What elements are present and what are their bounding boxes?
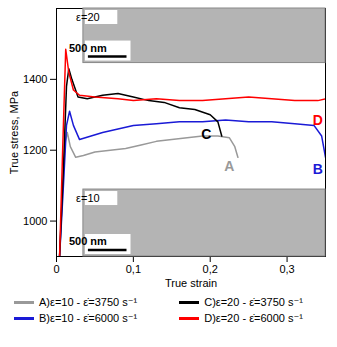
svg-text:True strain: True strain	[165, 277, 217, 289]
svg-text:1200: 1200	[23, 144, 47, 156]
svg-text:0,2: 0,2	[203, 263, 218, 275]
html-text:C)ε=20 - ε̇=3750 s⁻¹: C)ε=20 - ε̇=3750 s⁻¹	[204, 296, 303, 308]
html-text:D)ε=20 - ε̇=6000 s⁻¹: D)ε=20 - ε̇=6000 s⁻¹	[204, 312, 303, 324]
svg-text:0,3: 0,3	[279, 263, 294, 275]
svg-text:500 nm: 500 nm	[69, 42, 107, 54]
svg-text:D: D	[313, 112, 323, 128]
svg-text:C: C	[201, 126, 211, 142]
svg-text:0,1: 0,1	[126, 263, 141, 275]
svg-text:B: B	[313, 161, 323, 177]
html-text:A)ε=10 - ε̇=3750 s⁻¹: A)ε=10 - ε̇=3750 s⁻¹	[39, 296, 138, 308]
svg-text:True stress, MPa: True stress, MPa	[8, 90, 20, 174]
svg-text:ε=20: ε=20	[76, 11, 100, 23]
html-text:B)ε=10 - ε̇=6000 s⁻¹: B)ε=10 - ε̇=6000 s⁻¹	[39, 312, 138, 324]
svg-text:500 nm: 500 nm	[69, 235, 107, 247]
svg-text:ε=10: ε=10	[76, 192, 100, 204]
svg-text:A: A	[224, 158, 234, 174]
svg-text:0: 0	[53, 263, 59, 275]
svg-text:1000: 1000	[23, 215, 47, 227]
svg-text:1400: 1400	[23, 73, 47, 85]
